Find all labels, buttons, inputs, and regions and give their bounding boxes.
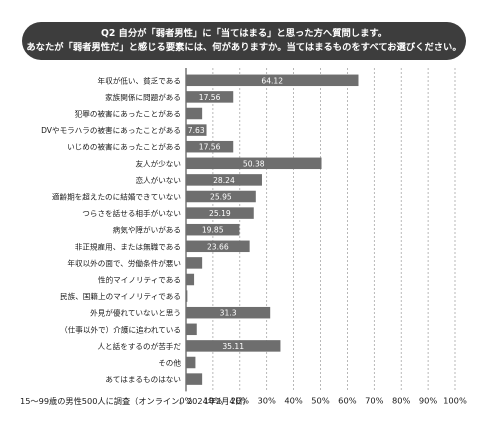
- bar: [186, 190, 256, 203]
- bar: [186, 273, 195, 286]
- data-label: 17.56: [199, 143, 221, 152]
- survey-footnote: 15～99歳の男性500人に調査（オンライン、2024年2月4日）: [20, 396, 251, 406]
- question-line-2: あなたが「弱者男性だ」と感じる要素には、何がありますか。当てはまるものをすべてお…: [26, 42, 462, 53]
- bar: [186, 107, 203, 120]
- x-tick-label: 40%: [284, 395, 303, 405]
- category-label: 年収が低い、貧乏である: [98, 75, 181, 85]
- data-label: 19.85: [202, 226, 224, 235]
- data-label: 17.56: [199, 93, 221, 102]
- bar: [186, 257, 203, 269]
- bar: [186, 240, 250, 253]
- data-label: 23.66: [207, 242, 229, 251]
- x-tick-label: 0%: [179, 395, 192, 405]
- x-tick-label: 90%: [419, 395, 438, 405]
- bar: [186, 356, 196, 369]
- bar: [186, 323, 197, 336]
- category-label: DVやモラハラの被害にあったことがある: [41, 125, 181, 135]
- category-label: 民族、国籍上のマイノリティである: [60, 291, 181, 301]
- bar: [186, 140, 234, 153]
- bar: [186, 124, 207, 136]
- category-label: つらさを話せる相手がいない: [82, 208, 181, 218]
- question-header: Q2 自分が「弱者男性」に「当てはまる」と思った方へ質問します。 あなたが「弱者…: [22, 22, 466, 60]
- data-label: 64.12: [261, 76, 283, 85]
- x-tick-label: 20%: [231, 395, 250, 405]
- bar: [186, 290, 188, 302]
- category-label: 外見が優れていないと思う: [90, 308, 181, 318]
- bar: [186, 207, 254, 219]
- data-label: 31.3: [220, 309, 237, 318]
- data-label: 25.95: [210, 193, 232, 202]
- category-label: その他: [158, 358, 181, 368]
- data-label: 25.19: [209, 209, 231, 218]
- category-label: いじめの被害にあったことがある: [67, 142, 181, 152]
- category-label: 人と話をするのが苦手だ: [97, 341, 181, 351]
- bar: [186, 74, 359, 87]
- x-tick-label: 80%: [392, 395, 411, 405]
- category-label: 年収以外の面で、労働条件が悪い: [67, 258, 181, 268]
- category-label: 犯罪の被害にあったことがある: [75, 109, 181, 119]
- category-label: 友人が少ない: [135, 158, 181, 168]
- category-label: （仕事以外で）介護に追われている: [60, 324, 181, 334]
- x-tick-label: 10%: [204, 395, 223, 405]
- data-label: 28.24: [213, 176, 235, 185]
- question-line-1: Q2 自分が「弱者男性」に「当てはまる」と思った方へ質問します。: [100, 28, 388, 39]
- x-tick-label: 100%: [443, 395, 467, 405]
- category-label: 家族関係に問題がある: [105, 92, 181, 102]
- bar: [186, 373, 203, 385]
- bar: [186, 174, 262, 186]
- category-label: 性的マイノリティである: [98, 275, 181, 285]
- bar: [186, 223, 240, 236]
- bar: [186, 340, 281, 352]
- x-tick-label: 70%: [365, 395, 384, 405]
- x-tick-label: 60%: [338, 395, 357, 405]
- bar: [186, 157, 322, 170]
- category-label: 適齢期を超えたのに結婚できていない: [52, 192, 181, 202]
- category-label: 非正規雇用、または無職である: [75, 241, 181, 251]
- x-tick-label: 30%: [257, 395, 276, 405]
- category-label: あてはまるものはない: [105, 375, 181, 384]
- bar: [186, 306, 271, 319]
- category-label: 病気や障がいがある: [113, 225, 181, 235]
- bar: [186, 91, 234, 103]
- data-label: 50.38: [243, 159, 265, 168]
- category-label: 恋人がいない: [135, 175, 181, 185]
- data-label: 7.63: [188, 126, 205, 135]
- data-label: 35.11: [222, 342, 244, 351]
- x-tick-label: 50%: [311, 395, 330, 405]
